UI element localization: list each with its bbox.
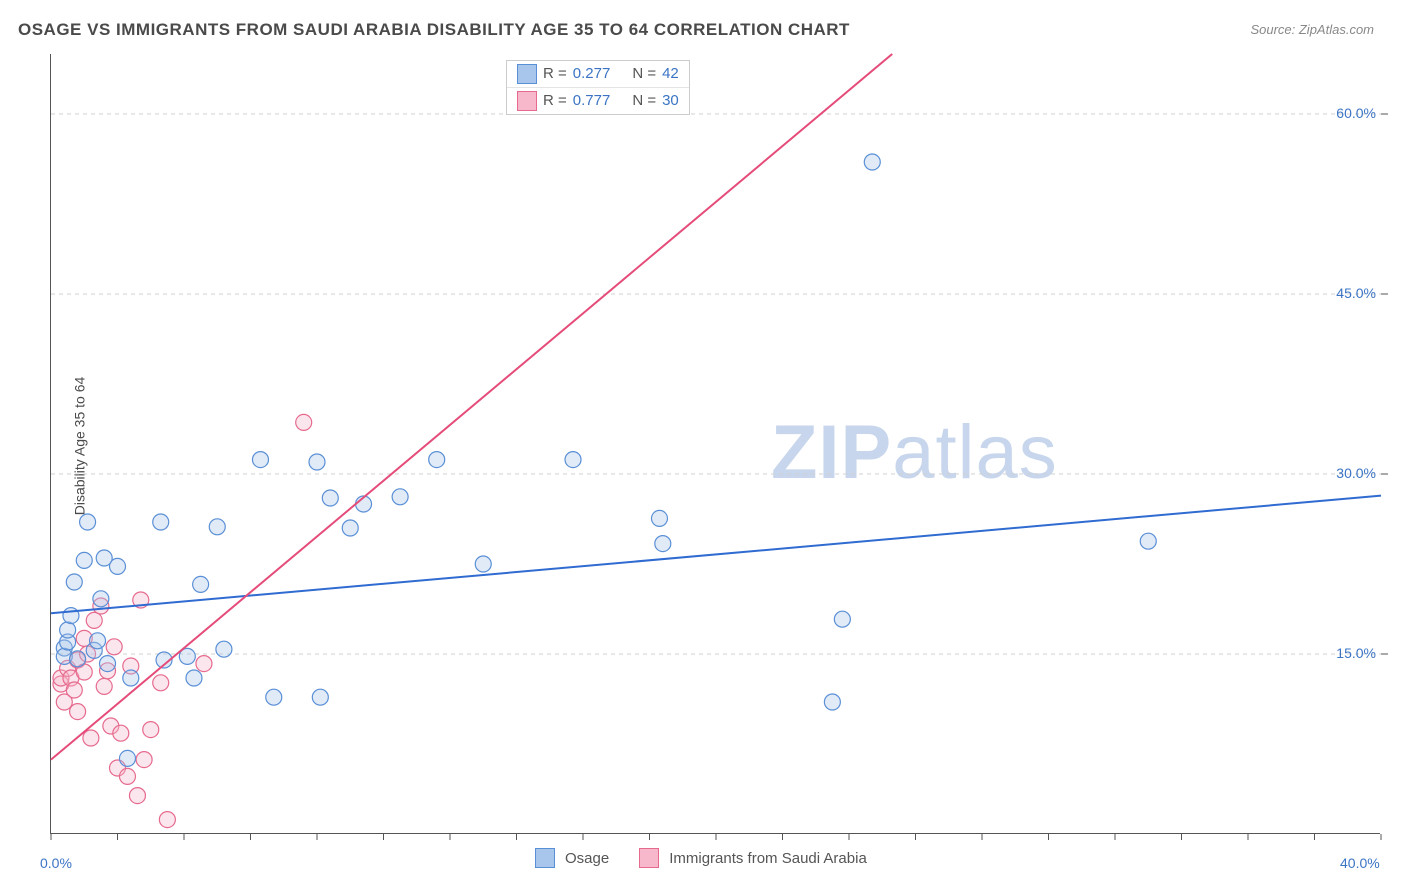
stat-n-label-2: N = xyxy=(632,91,656,111)
legend-label-osage: Osage xyxy=(565,850,609,867)
stat-r-osage: 0.277 xyxy=(573,64,611,84)
stat-r-label-2: R = xyxy=(543,91,567,111)
bottom-legend: Osage Immigrants from Saudi Arabia xyxy=(535,848,867,868)
y-tick-30: 30.0% xyxy=(1336,465,1376,481)
source-label: Source: ZipAtlas.com xyxy=(1250,22,1374,37)
stat-r-label: R = xyxy=(543,64,567,84)
plot-area: ZIPatlas R = 0.277 N = 42 R = 0.777 N = … xyxy=(50,54,1380,834)
y-tick-60: 60.0% xyxy=(1336,105,1376,121)
y-tick-45: 45.0% xyxy=(1336,285,1376,301)
chart-title: OSAGE VS IMMIGRANTS FROM SAUDI ARABIA DI… xyxy=(18,20,850,40)
legend-label-saudi: Immigrants from Saudi Arabia xyxy=(669,850,867,867)
swatch-osage xyxy=(517,64,537,84)
swatch-saudi xyxy=(517,91,537,111)
stat-r-saudi: 0.777 xyxy=(573,91,611,111)
stat-n-label: N = xyxy=(632,64,656,84)
stats-row-osage: R = 0.277 N = 42 xyxy=(507,61,689,88)
legend-swatch-saudi xyxy=(639,848,659,868)
x-axis-min: 0.0% xyxy=(40,855,72,871)
x-axis-max: 40.0% xyxy=(1340,855,1380,871)
stats-box: R = 0.277 N = 42 R = 0.777 N = 30 xyxy=(506,60,690,115)
plot-svg xyxy=(51,54,1380,833)
stat-n-osage: 42 xyxy=(662,64,679,84)
stat-n-saudi: 30 xyxy=(662,91,679,111)
y-tick-15: 15.0% xyxy=(1336,645,1376,661)
stats-row-saudi: R = 0.777 N = 30 xyxy=(507,88,689,114)
legend-swatch-osage xyxy=(535,848,555,868)
